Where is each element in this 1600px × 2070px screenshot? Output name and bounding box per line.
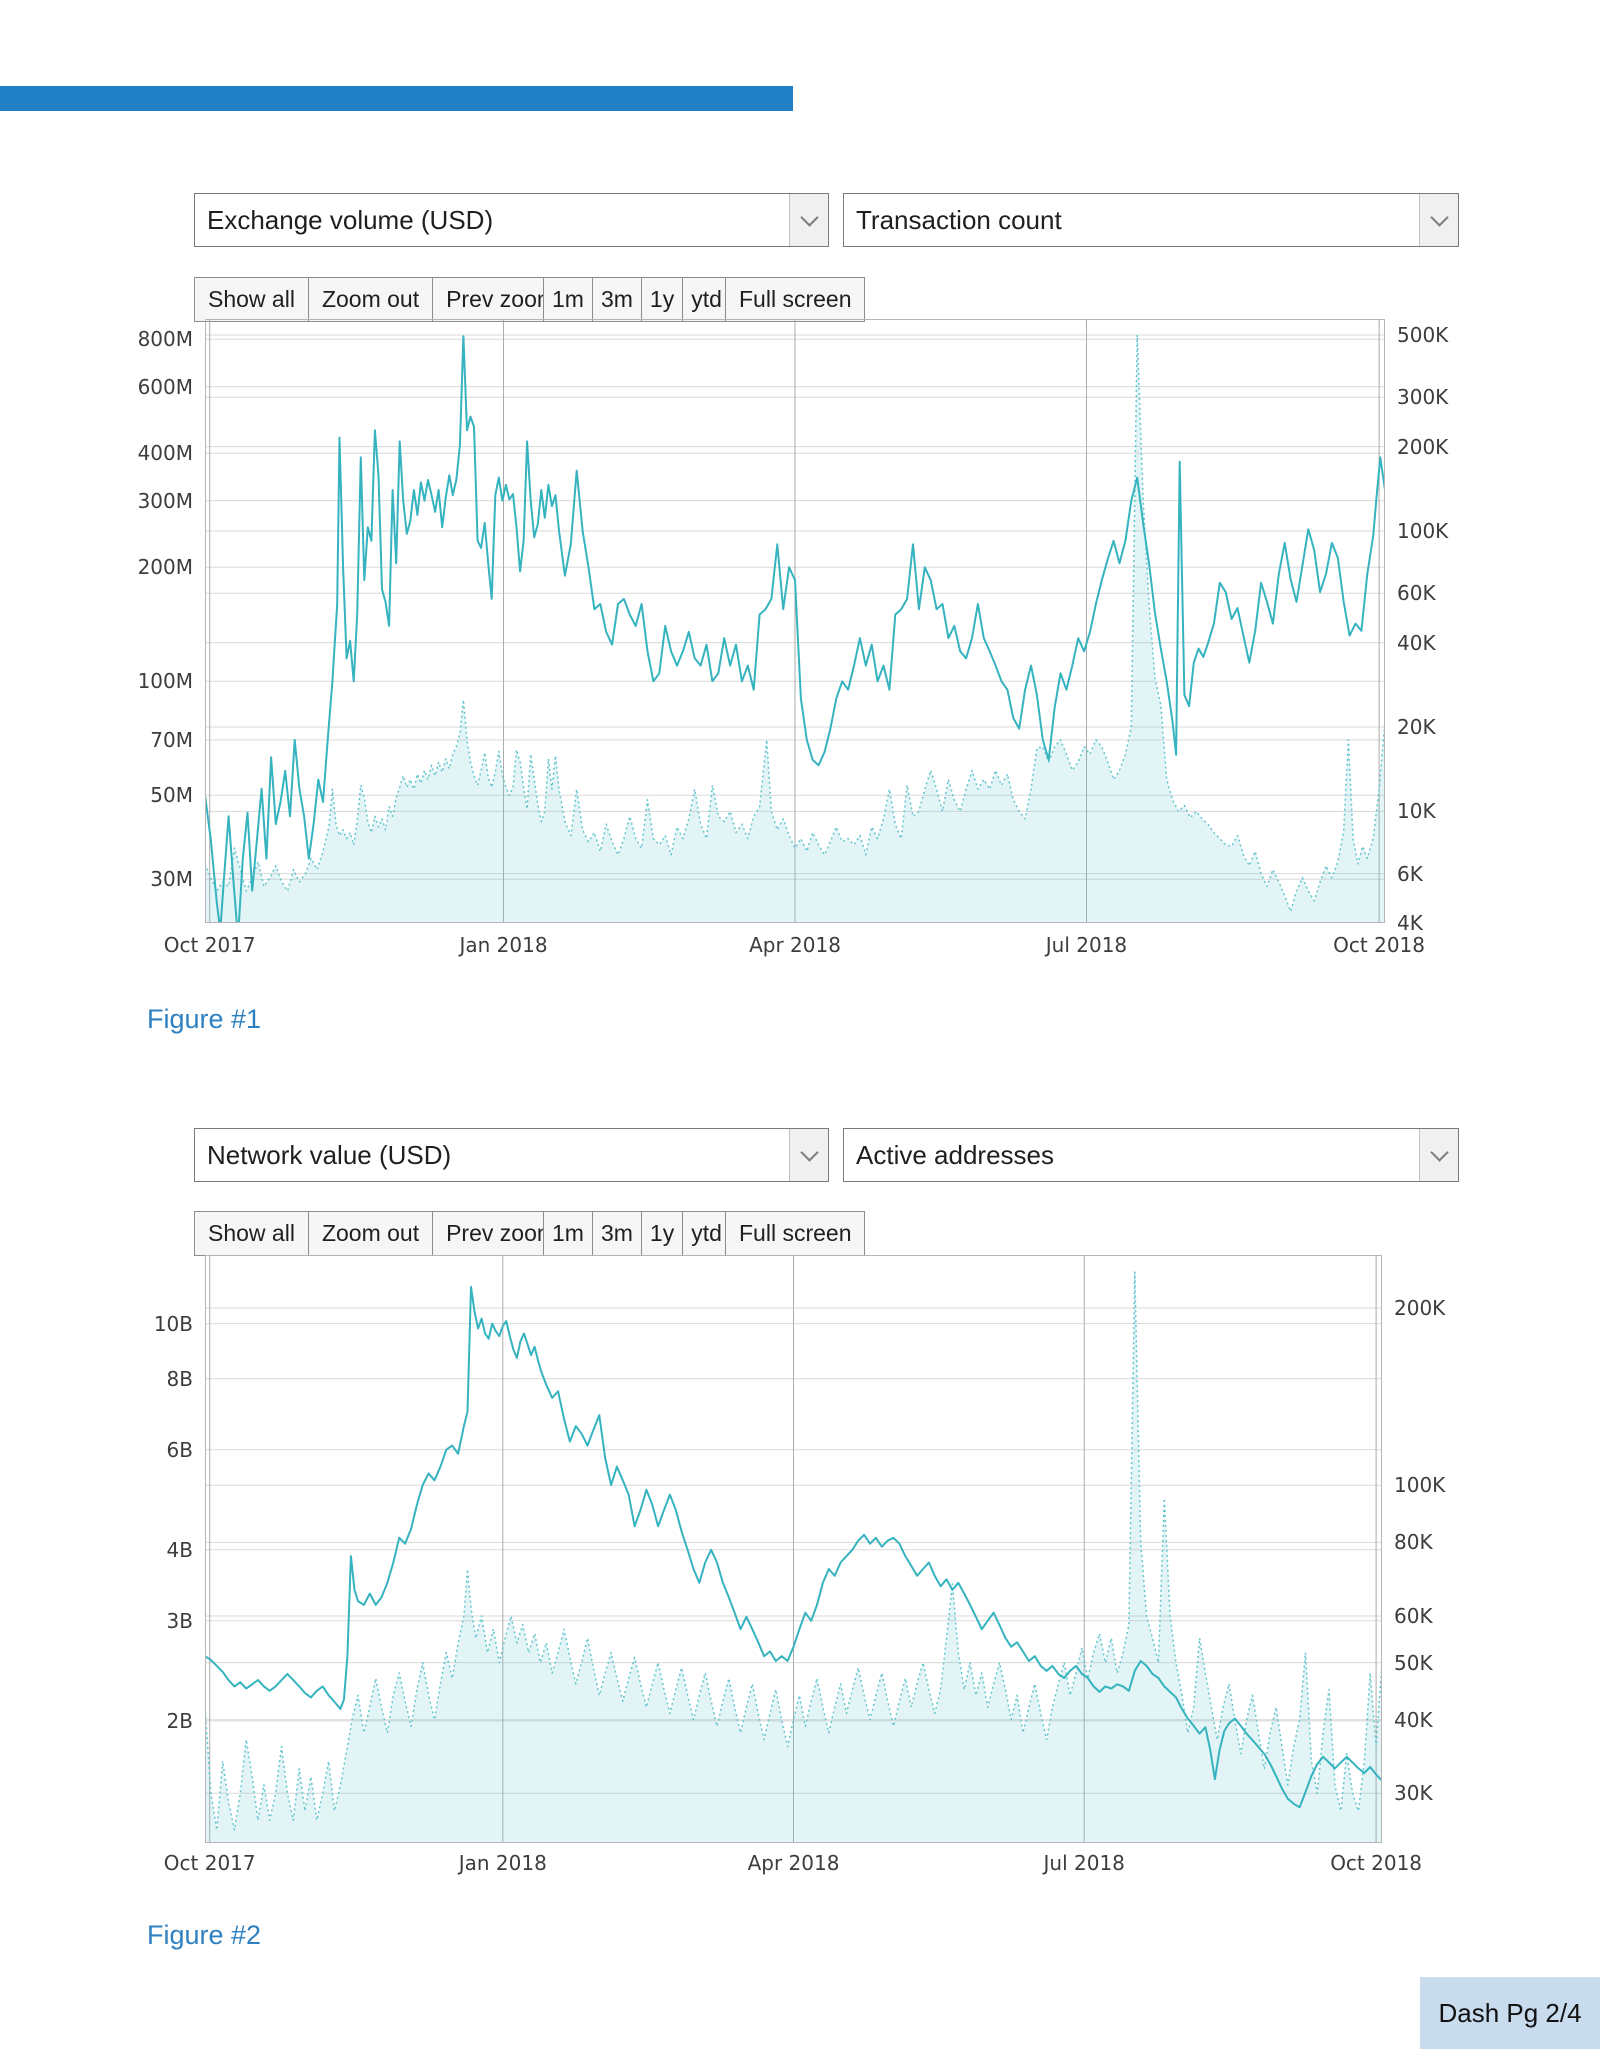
range-3m-button[interactable]: 3m — [591, 277, 642, 322]
x-axis-tick-label: Jan 2018 — [458, 1851, 547, 1875]
fullscreen-control-2: Full screen — [725, 1211, 866, 1256]
x-axis-tick-label: Oct 2017 — [163, 933, 256, 957]
right-axis-tick-label: 300K — [1397, 385, 1449, 410]
page-number-badge: Dash Pg 2/4 — [1420, 1977, 1600, 2049]
left-axis-tick-label: 4B — [166, 1537, 193, 1562]
x-axis-tick-label: Jan 2018 — [459, 933, 548, 957]
figure1-caption: Figure #1 — [147, 1004, 262, 1034]
network-value-chart[interactable] — [204, 1255, 1383, 1843]
right-axis-tick-label: 20K — [1397, 714, 1436, 739]
left-axis-tick-label: 70M — [150, 727, 193, 752]
right-axis-tick-label: 200K — [1397, 434, 1449, 459]
chevron-down-icon[interactable] — [1419, 194, 1458, 246]
fullscreen-control-1: Full screen — [725, 277, 866, 322]
selected-metric-label: Network value (USD) — [207, 1139, 452, 1170]
x-axis-tick-label: Jul 2018 — [1043, 1851, 1125, 1875]
chevron-down-icon[interactable] — [1419, 1129, 1458, 1181]
x-axis-tick-label: Oct 2018 — [1330, 1851, 1423, 1875]
right-axis-tick-label: 30K — [1394, 1781, 1433, 1806]
show-all-button[interactable]: Show all — [194, 277, 309, 322]
figure2-chart-series-solid — [204, 1285, 1383, 1809]
right-axis-tick-label: 40K — [1394, 1707, 1433, 1732]
zoom-controls-2: Show all Zoom out Prev zoom — [194, 1211, 571, 1256]
selected-metric-label: Active addresses — [856, 1139, 1054, 1170]
x-axis-tick-label: Apr 2018 — [747, 1851, 840, 1875]
left-axis-tick-label: 200M — [137, 555, 193, 580]
x-axis-tick-label: Jul 2018 — [1045, 933, 1128, 957]
left-axis-tick-label: 100M — [137, 669, 193, 694]
left-axis-tick-label: 3B — [166, 1608, 193, 1633]
right-axis-tick-label: 10K — [1397, 799, 1436, 824]
right-axis-tick-label: 200K — [1394, 1295, 1446, 1320]
right-axis-tick-label: 6K — [1397, 861, 1423, 886]
range-1y-button[interactable]: 1y — [640, 277, 684, 322]
metric-select-secondary-2[interactable]: Active addresses — [843, 1128, 1459, 1182]
left-axis-tick-label: 8B — [166, 1366, 193, 1391]
left-axis-tick-label: 800M — [137, 327, 193, 352]
range-3m-button[interactable]: 3m — [591, 1211, 642, 1256]
range-1m-button[interactable]: 1m — [543, 1211, 593, 1256]
left-axis-tick-label: 6B — [166, 1437, 193, 1462]
left-axis-tick-label: 600M — [137, 374, 193, 399]
selected-metric-label: Transaction count — [856, 204, 1062, 235]
figure2-caption: Figure #2 — [147, 1920, 262, 1950]
zoom-controls-1: Show all Zoom out Prev zoom — [194, 277, 571, 322]
header-accent-bar — [0, 86, 793, 111]
metric-select-primary-1[interactable]: Exchange volume (USD) — [194, 193, 829, 247]
x-axis-tick-label: Apr 2018 — [749, 933, 841, 957]
range-controls-2: 1m 3m 1y ytd — [543, 1211, 731, 1256]
metric-select-secondary-1[interactable]: Transaction count — [843, 193, 1459, 247]
zoom-out-button[interactable]: Zoom out — [307, 277, 434, 322]
right-axis-tick-label: 80K — [1394, 1530, 1433, 1555]
right-axis-tick-label: 100K — [1394, 1473, 1446, 1498]
right-axis-tick-label: 60K — [1397, 581, 1436, 606]
left-axis-tick-label: 300M — [137, 488, 193, 513]
figure1-chart-series-dotted — [204, 334, 1386, 913]
left-axis-tick-label: 10B — [153, 1311, 193, 1336]
exchange-volume-chart[interactable] — [204, 319, 1386, 939]
full-screen-button[interactable]: Full screen — [725, 1211, 866, 1256]
right-axis-tick-label: 40K — [1397, 630, 1436, 655]
left-axis-tick-label: 50M — [150, 783, 193, 808]
right-axis-tick-label: 500K — [1397, 322, 1449, 347]
show-all-button[interactable]: Show all — [194, 1211, 309, 1256]
zoom-out-button[interactable]: Zoom out — [307, 1211, 434, 1256]
range-1m-button[interactable]: 1m — [543, 277, 593, 322]
right-axis-tick-label: 4K — [1397, 911, 1423, 935]
full-screen-button[interactable]: Full screen — [725, 277, 866, 322]
left-axis-tick-label: 2B — [166, 1708, 193, 1733]
selected-metric-label: Exchange volume (USD) — [207, 204, 494, 235]
x-axis-tick-label: Oct 2017 — [163, 1851, 256, 1875]
range-controls-1: 1m 3m 1y ytd — [543, 277, 731, 322]
right-axis-tick-label: 100K — [1397, 518, 1449, 543]
left-axis-tick-label: 400M — [137, 441, 193, 466]
right-axis-tick-label: 50K — [1394, 1650, 1433, 1675]
range-1y-button[interactable]: 1y — [640, 1211, 684, 1256]
range-ytd-button[interactable]: ytd — [682, 1211, 731, 1256]
right-axis-tick-label: 60K — [1394, 1603, 1433, 1628]
chevron-down-icon[interactable] — [789, 1129, 828, 1181]
x-axis-tick-label: Oct 2018 — [1333, 933, 1426, 957]
metric-select-primary-2[interactable]: Network value (USD) — [194, 1128, 829, 1182]
figure1-chart-series-solid — [204, 335, 1386, 939]
chevron-down-icon[interactable] — [789, 194, 828, 246]
range-ytd-button[interactable]: ytd — [682, 277, 731, 322]
left-axis-tick-label: 30M — [150, 867, 193, 892]
